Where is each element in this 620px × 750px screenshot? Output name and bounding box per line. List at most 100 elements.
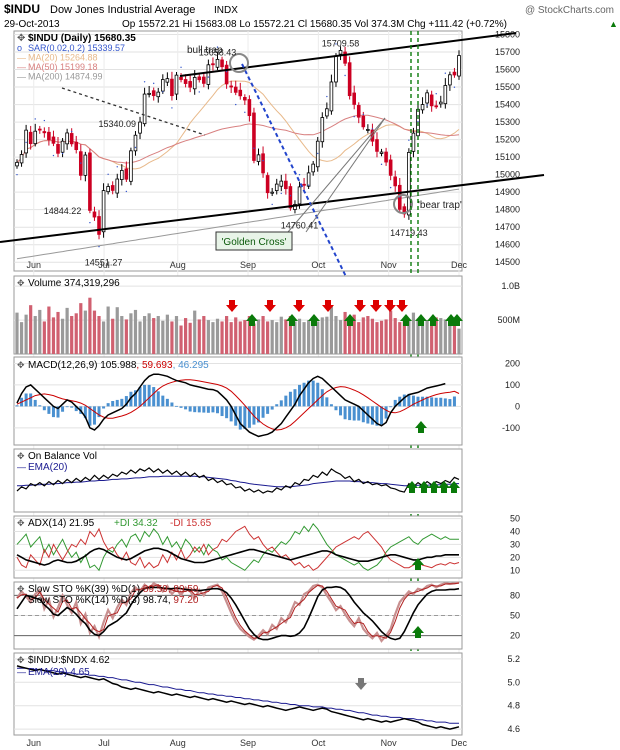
candle-body [88,152,92,211]
volume-bar [389,310,393,354]
volume-up-arrow-icon [400,314,412,326]
candle-body [47,131,51,141]
volume-bar [92,310,97,354]
volume-bar [238,321,242,354]
volume-bar [407,320,411,354]
candle-body [448,74,452,86]
volume-bar [97,316,101,354]
macd-histogram-bar [284,395,288,407]
candle-body [133,134,138,152]
macd-histogram-bar [352,406,356,421]
volume-bar [452,323,457,354]
ma50-line [16,114,460,164]
volume-bar [138,321,142,354]
candle-body [252,112,256,161]
candle-body [452,71,457,76]
macd-histogram-bar [339,406,343,416]
volume-bar [316,321,320,354]
bull-trap-label: bull trap [187,45,223,56]
candle-body [284,180,288,190]
obv-panel-frame [13,448,463,513]
chart-name: Dow Jones Industrial Average [50,4,195,16]
volume-bar [420,321,425,354]
candle-body [457,55,461,77]
macd-histogram-bar [316,382,320,407]
price-tick-label: 14700 [495,222,520,232]
adx-tick-label: 20 [510,552,520,562]
volume-bar [366,316,370,354]
macd-histogram-bar [33,399,37,407]
price-point-label: 15658.43 [199,47,237,57]
macd-histogram-bar [174,405,178,407]
sar-dot [307,184,310,186]
candle-body [156,91,161,98]
price-month-label: Aug [170,260,186,270]
macd-histogram-bar [38,405,42,407]
volume-bar [174,316,179,354]
candle-body [379,151,384,154]
candle-body [384,151,388,163]
macd-histogram-bar [184,406,188,410]
volume-bar [329,305,334,354]
candle-body [120,170,124,180]
sar-dot [198,91,200,93]
volume-bar [243,320,247,354]
candle-body [261,153,265,174]
sar-dot [253,147,255,149]
volume-bar [311,322,315,354]
macd-histogram-bar [120,398,124,407]
macd-histogram-bar [88,406,92,426]
macd-histogram-bar [15,405,19,407]
sar-dot [262,159,264,162]
sar-dot [162,91,164,93]
volume-bar [161,320,165,354]
sar-dot [235,103,237,106]
macd-histogram-bar [138,387,142,407]
minus-di-line [16,525,460,571]
candle-body [256,154,261,162]
candle-body [274,183,279,191]
sar-dot [344,74,346,77]
volume-up-arrow-icon [246,314,258,326]
candle-body [229,85,233,88]
brand-label[interactable]: @ StockCharts.com [525,5,614,16]
volume-bar [15,312,19,354]
macd-histogram-bar [375,406,379,426]
macd-histogram-bar [407,393,411,407]
legend-swatch: — [17,72,26,82]
macd-histogram-bar [311,380,315,407]
volume-bar [33,316,37,354]
volume-bar [156,316,160,354]
price-legend-entry: MA(200) 14874.99 [28,72,103,82]
macd-histogram-bar [111,401,115,407]
macd-histogram-bar [206,406,210,413]
sar-dot [216,46,219,48]
sar-dot [280,192,282,195]
sar-dot [143,81,146,83]
volume-bar [434,317,438,354]
candle-body [142,93,147,125]
price-month-label: Nov [381,260,398,270]
sar-dot [453,86,456,88]
volume-bar [170,321,174,354]
obv-up-arrow-icon [448,481,460,493]
macd-histogram-bar [279,400,283,407]
ratio-tick-label: 4.6 [507,724,520,734]
candle-body [429,94,434,107]
volume-up-arrow-icon [286,314,298,326]
crosshair-icon: ✥ [17,33,25,44]
legend-swatch: — [17,53,26,63]
price-month-label: Dec [451,260,468,270]
price-tick-label: 14900 [495,187,520,197]
volume-bar [129,313,133,354]
sto-tick-label: 20 [510,631,520,641]
price-point-label: 14844.22 [44,206,82,216]
volume-bar [29,305,33,354]
volume-bar [197,319,201,354]
volume-bar [402,318,406,354]
volume-bar [115,307,119,354]
volume-bar [111,318,115,354]
adx-panel-frame [13,515,463,579]
quote-up-icon: ▲ [609,19,618,29]
candle-body [179,76,183,80]
